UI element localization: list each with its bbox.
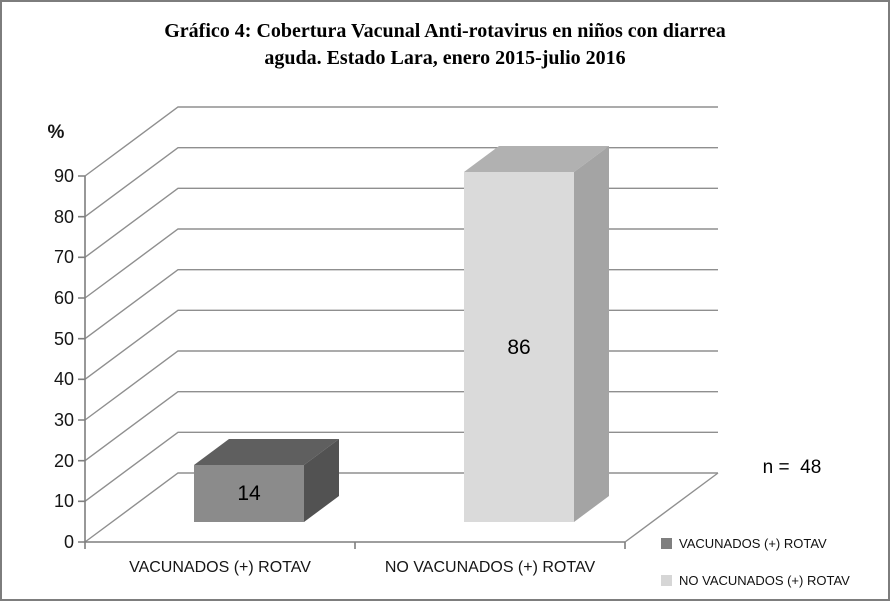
y-tick-70: 70 (53, 247, 74, 267)
data-label-vacunados: 14 (237, 482, 261, 505)
gridline-40 (84, 309, 718, 380)
bar-no-vacunados (464, 146, 609, 522)
gridline-60 (84, 228, 718, 299)
x-axis-ticks (84, 542, 626, 549)
legend-swatch-no-vacunados-icon (661, 575, 672, 586)
y-tick-40: 40 (53, 369, 74, 389)
gridline-10 (84, 431, 718, 502)
y-tick-50: 50 (53, 329, 74, 349)
y-axis-unit-label: % (47, 122, 65, 143)
gridline-30 (84, 350, 718, 421)
category-label-vacunados: VACUNADOS (+) ROTAV (129, 559, 311, 576)
axes (78, 175, 626, 549)
bar-no-vacunados-top-face (464, 146, 609, 172)
chart-title-line1: Gráfico 4: Cobertura Vacunal Anti-rotavi… (164, 20, 726, 42)
bar-vacunados-side-face (304, 439, 339, 522)
gridline-20 (84, 391, 718, 462)
bar-no-vacunados-side-face (574, 146, 609, 522)
sample-size-annotation: n = 48 (762, 457, 822, 478)
bar-no-vacunados-front-face (464, 172, 574, 522)
legend-swatch-no-vacunados-rect (661, 575, 672, 586)
y-tick-90: 90 (53, 166, 74, 186)
legend-label-no-vacunados: NO VACUNADOS (+) ROTAV (679, 573, 850, 588)
y-tick-10: 10 (53, 491, 74, 511)
gridlines (84, 106, 719, 543)
y-tick-60: 60 (53, 288, 74, 308)
floor-right-edge (624, 472, 719, 543)
y-tick-0: 0 (63, 532, 74, 552)
chart-title-line2: aguda. Estado Lara, enero 2015-julio 201… (264, 47, 626, 69)
gridline-90 (84, 106, 718, 177)
chart-title: Gráfico 4: Cobertura Vacunal Anti-rotavi… (2, 18, 888, 72)
gridline-0 (84, 472, 718, 543)
y-tick-80: 80 (53, 207, 74, 227)
category-label-no-vacunados: NO VACUNADOS (+) ROTAV (384, 559, 596, 576)
gridline-80 (84, 147, 718, 218)
legend-label-vacunados: VACUNADOS (+) ROTAV (679, 536, 827, 551)
legend-swatch-vacunados-icon (661, 538, 672, 549)
bar-vacunados (194, 439, 339, 522)
gridline-70 (84, 187, 718, 258)
legend-swatch-vacunados-rect (661, 538, 672, 549)
y-axis-ticks (78, 175, 85, 543)
legend-item-no-vacunados: NO VACUNADOS (+) ROTAV (661, 573, 850, 588)
y-tick-20: 20 (53, 451, 74, 471)
bar-vacunados-front-face (194, 465, 304, 522)
legend-item-vacunados: VACUNADOS (+) ROTAV (661, 536, 827, 551)
y-tick-30: 30 (53, 410, 74, 430)
gridline-50 (84, 269, 718, 340)
data-label-no-vacunados: 86 (507, 336, 531, 359)
bar-vacunados-top-face (194, 439, 339, 465)
